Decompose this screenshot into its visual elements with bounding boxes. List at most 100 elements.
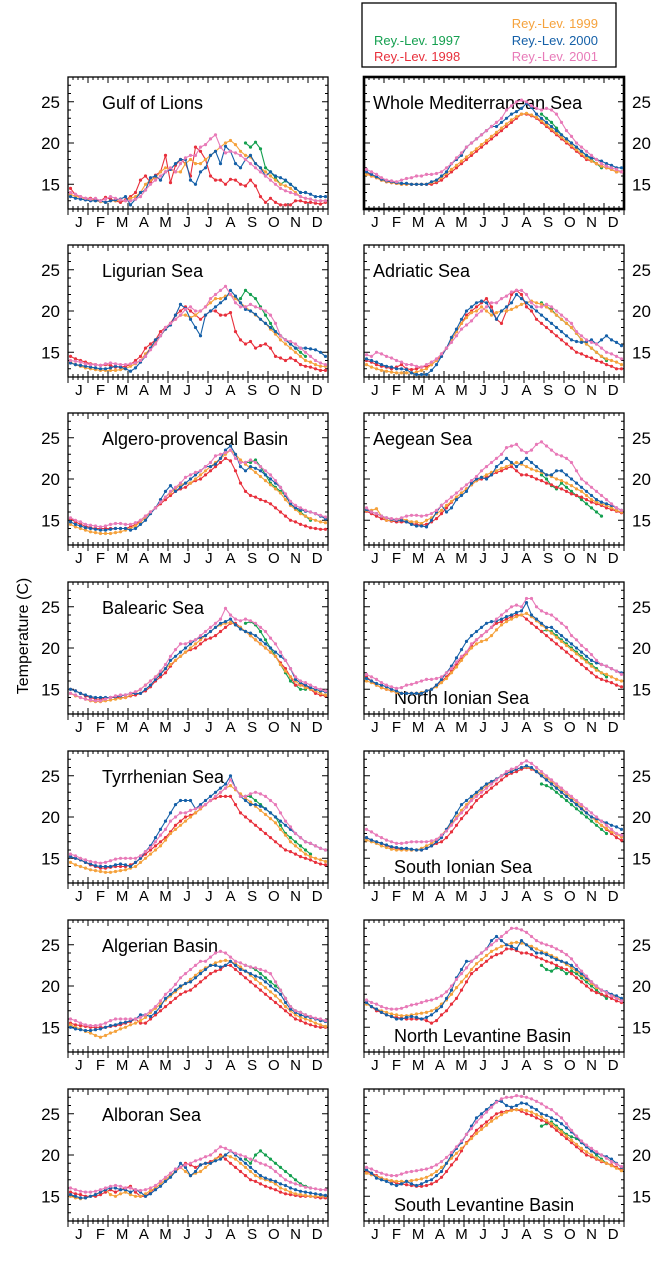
- data-point: [273, 654, 278, 658]
- data-point: [163, 489, 168, 493]
- data-point: [569, 134, 574, 138]
- data-point: [318, 350, 323, 354]
- data-point: [494, 133, 499, 137]
- data-point: [439, 352, 444, 356]
- data-point: [233, 452, 238, 456]
- data-point: [589, 346, 594, 350]
- data-point: [73, 357, 78, 361]
- month-label: A: [435, 550, 445, 567]
- data-point: [313, 1021, 318, 1025]
- data-point: [499, 774, 504, 778]
- data-point: [303, 856, 308, 860]
- data-point: [539, 321, 544, 325]
- data-point: [474, 477, 479, 481]
- data-point: [208, 972, 213, 976]
- data-point: [308, 360, 313, 364]
- data-point: [213, 951, 218, 955]
- data-point: [579, 662, 584, 667]
- data-point: [514, 770, 519, 774]
- data-point: [253, 798, 258, 803]
- data-point: [208, 798, 213, 803]
- data-point: [308, 858, 313, 862]
- data-point: [379, 352, 384, 356]
- data-point: [459, 811, 464, 815]
- data-point: [504, 116, 509, 120]
- data-point: [323, 1024, 328, 1028]
- data-point: [118, 526, 123, 531]
- series-rey-lev-1998: [364, 288, 624, 372]
- data-point: [178, 819, 183, 823]
- data-point: [253, 823, 258, 827]
- data-point: [178, 798, 183, 803]
- data-point: [389, 365, 394, 369]
- data-point: [263, 986, 268, 990]
- data-point: [554, 642, 559, 646]
- data-point: [138, 522, 143, 527]
- data-point: [494, 628, 499, 632]
- series-line: [70, 950, 326, 1027]
- data-point: [514, 469, 519, 473]
- data-point: [399, 360, 404, 364]
- data-point: [559, 634, 564, 638]
- data-point: [198, 959, 203, 963]
- data-point: [238, 338, 243, 342]
- data-point: [293, 683, 298, 687]
- month-label: A: [225, 214, 235, 231]
- data-point: [213, 621, 218, 625]
- data-point: [193, 646, 198, 650]
- data-point: [118, 1017, 123, 1021]
- data-point: [188, 815, 193, 819]
- month-label: A: [435, 382, 445, 399]
- data-point: [158, 1009, 163, 1013]
- data-point: [168, 658, 173, 663]
- data-point: [268, 170, 273, 174]
- data-point: [524, 759, 529, 763]
- data-point: [103, 864, 108, 869]
- series-line: [366, 289, 622, 371]
- y-tick-label: 15: [41, 680, 60, 699]
- data-point: [444, 829, 449, 833]
- data-point: [609, 502, 614, 506]
- data-point: [554, 309, 559, 313]
- data-point: [213, 969, 218, 973]
- data-point: [519, 473, 524, 477]
- data-point: [549, 305, 554, 309]
- data-point: [103, 197, 108, 201]
- month-label: D: [608, 382, 619, 399]
- data-point: [594, 675, 599, 679]
- month-label: A: [435, 214, 445, 231]
- data-point: [193, 162, 198, 166]
- data-point: [268, 990, 273, 994]
- data-point: [619, 827, 624, 832]
- data-point: [313, 195, 318, 199]
- data-point: [479, 305, 484, 309]
- data-point: [308, 841, 313, 846]
- data-point: [569, 798, 574, 803]
- data-point: [303, 514, 308, 518]
- data-point: [484, 129, 489, 133]
- data-point: [374, 175, 379, 179]
- data-point: [278, 356, 283, 360]
- data-point: [248, 339, 253, 344]
- data-point: [153, 1005, 158, 1009]
- data-point: [73, 359, 78, 363]
- data-point: [584, 654, 589, 658]
- data-point: [93, 860, 98, 865]
- data-point: [188, 646, 193, 650]
- series-rey-lev-1997: [243, 140, 308, 195]
- data-point: [233, 456, 238, 460]
- data-point: [188, 642, 193, 646]
- data-point: [499, 466, 504, 470]
- data-point: [278, 186, 283, 190]
- data-point: [128, 364, 133, 368]
- data-point: [609, 827, 614, 832]
- data-point: [243, 815, 248, 819]
- data-point: [238, 149, 243, 153]
- data-point: [258, 827, 263, 832]
- panel-title: Algerian Basin: [102, 936, 218, 956]
- data-point: [163, 992, 168, 996]
- data-point: [283, 358, 288, 363]
- month-label: A: [139, 1057, 149, 1074]
- data-point: [544, 116, 549, 120]
- data-point: [449, 495, 454, 499]
